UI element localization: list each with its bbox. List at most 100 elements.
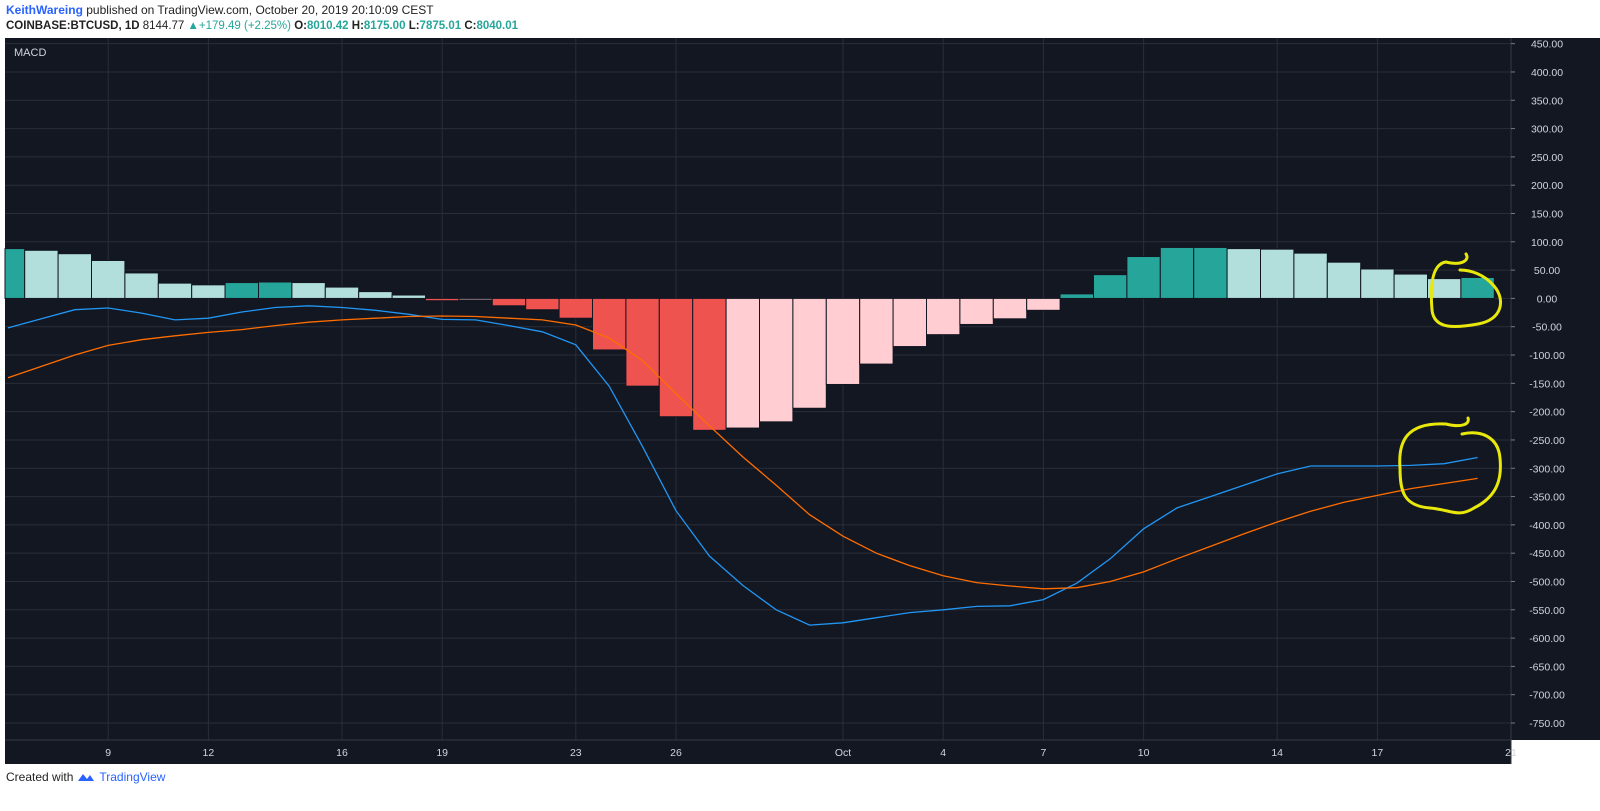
footer: Created with TradingView: [6, 770, 165, 784]
histogram-bar: [558, 297, 593, 319]
histogram-bar: [759, 297, 794, 423]
x-tick-label: 23: [570, 747, 582, 759]
y-tick-label: -500.00: [1529, 576, 1565, 588]
y-tick-label: 250.00: [1531, 152, 1563, 164]
x-tick-label: 9: [105, 747, 111, 759]
histogram-bar: [1026, 297, 1061, 311]
histogram-bar: [959, 297, 994, 325]
price-change: +179.49 (+2.25%): [198, 20, 291, 32]
histogram-bar: [992, 297, 1028, 320]
histogram-bar: [224, 282, 260, 299]
histogram-bar: [124, 272, 159, 299]
y-tick-label: -300.00: [1529, 463, 1565, 475]
histogram-bar: [4, 248, 26, 299]
y-tick-label: -250.00: [1529, 435, 1565, 447]
histogram-bar: [1226, 248, 1261, 299]
y-tick-label: 100.00: [1531, 237, 1563, 249]
y-tick-label: -550.00: [1529, 605, 1565, 617]
close-label: C:: [464, 20, 477, 32]
high-value: 8175.00: [363, 20, 406, 32]
y-tick-labels: 450.00 400.00 350.00 300.00 250.00 200.00 150.…: [1511, 39, 1565, 730]
y-tick-label: -100.00: [1529, 350, 1565, 362]
macd-lines: [7, 305, 1478, 626]
y-tick-label: -400.00: [1529, 520, 1565, 532]
open-label: O:: [294, 20, 307, 32]
histogram-bar: [1360, 268, 1395, 299]
signal-line: [7, 315, 1478, 590]
y-tick-label: 350.00: [1531, 95, 1563, 107]
price-axis[interactable]: [1511, 38, 1600, 740]
symbol-label[interactable]: COINBASE:BTCUSD, 1D: [6, 20, 140, 32]
y-tick-label: -700.00: [1529, 690, 1565, 702]
y-tick-label: 300.00: [1531, 124, 1563, 136]
histogram-bar: [1393, 273, 1428, 299]
histogram-bar: [725, 297, 760, 429]
histogram-bar: [24, 249, 59, 299]
macd-line: [7, 305, 1478, 626]
high-label: H:: [351, 20, 364, 32]
open-value: 8010.42: [306, 20, 349, 32]
histogram-bar: [1159, 246, 1195, 299]
y-tick-label: 0.00: [1537, 293, 1558, 305]
x-tick-label: Oct: [835, 747, 851, 759]
low-value: 7875.01: [419, 20, 462, 32]
histogram-bar: [391, 294, 427, 299]
histogram-bar: [358, 291, 393, 299]
author-link[interactable]: KeithWareing: [6, 3, 83, 17]
histogram-bar: [157, 282, 193, 299]
histogram-bar: [1293, 252, 1328, 299]
y-tick-label: 450.00: [1531, 39, 1563, 51]
x-tick-label: 26: [670, 747, 682, 759]
y-tick-label: 150.00: [1531, 209, 1563, 221]
x-tick-label: 4: [940, 747, 946, 759]
created-with-text: Created with: [6, 770, 74, 784]
histogram-bar: [825, 297, 861, 385]
histogram-bar: [291, 282, 326, 299]
x-tick-label: 16: [336, 747, 348, 759]
histogram-bar: [892, 297, 927, 348]
x-tick-label: 17: [1372, 747, 1384, 759]
time-axis[interactable]: [5, 740, 1511, 764]
y-tick-label: 400.00: [1531, 67, 1563, 79]
y-tick-label: -150.00: [1529, 378, 1565, 390]
histogram-bar: [658, 297, 694, 418]
y-tick-label: -450.00: [1529, 548, 1565, 560]
chart-header: KeithWareing published on TradingView.co…: [6, 2, 1586, 38]
indicator-title: MACD: [14, 47, 46, 59]
y-tick-label: -750.00: [1529, 718, 1565, 730]
x-tick-label: 10: [1138, 747, 1150, 759]
symbol-info: COINBASE:BTCUSD, 1D 8144.77 ▲+179.49 (+2…: [6, 18, 1586, 34]
y-tick-label: -350.00: [1529, 492, 1565, 504]
histogram-bar: [57, 253, 92, 299]
tradingview-logo-icon[interactable]: [77, 771, 95, 783]
histogram-bar: [425, 297, 460, 302]
histogram-bar: [859, 297, 894, 365]
histogram-bar: [324, 286, 360, 299]
y-tick-label: -600.00: [1529, 633, 1565, 645]
low-label: L:: [408, 20, 420, 32]
last-price: 8144.77: [142, 20, 185, 32]
publish-info: KeithWareing published on TradingView.co…: [6, 2, 1586, 18]
x-tick-label: 7: [1040, 747, 1046, 759]
histogram-bar: [592, 297, 627, 351]
close-value: 8040.01: [476, 20, 519, 32]
histogram-bar: [926, 297, 961, 336]
histogram-bar: [1059, 293, 1094, 299]
histogram-bar: [491, 297, 527, 307]
tradingview-link[interactable]: TradingView: [99, 770, 166, 784]
y-tick-label: -200.00: [1529, 407, 1565, 419]
histogram-bar: [1260, 248, 1295, 299]
histogram-bar: [1326, 261, 1362, 299]
histogram-bar: [525, 297, 560, 311]
x-tick-label: 19: [436, 747, 448, 759]
publish-text: published on TradingView.com, October 20…: [86, 3, 434, 17]
y-tick-label: 50.00: [1534, 265, 1560, 277]
histogram-bar: [692, 297, 727, 431]
histogram-bar: [1193, 246, 1228, 299]
histogram-bar: [1093, 274, 1128, 299]
annotation-circle-histogram: [1429, 252, 1503, 329]
macd-chart[interactable]: 450.00400.00350.00300.00250.00200.00150.…: [0, 38, 1600, 764]
up-arrow-icon: ▲: [187, 20, 199, 32]
hand-drawn-annotations: [1398, 252, 1503, 515]
y-tick-label: 200.00: [1531, 180, 1563, 192]
